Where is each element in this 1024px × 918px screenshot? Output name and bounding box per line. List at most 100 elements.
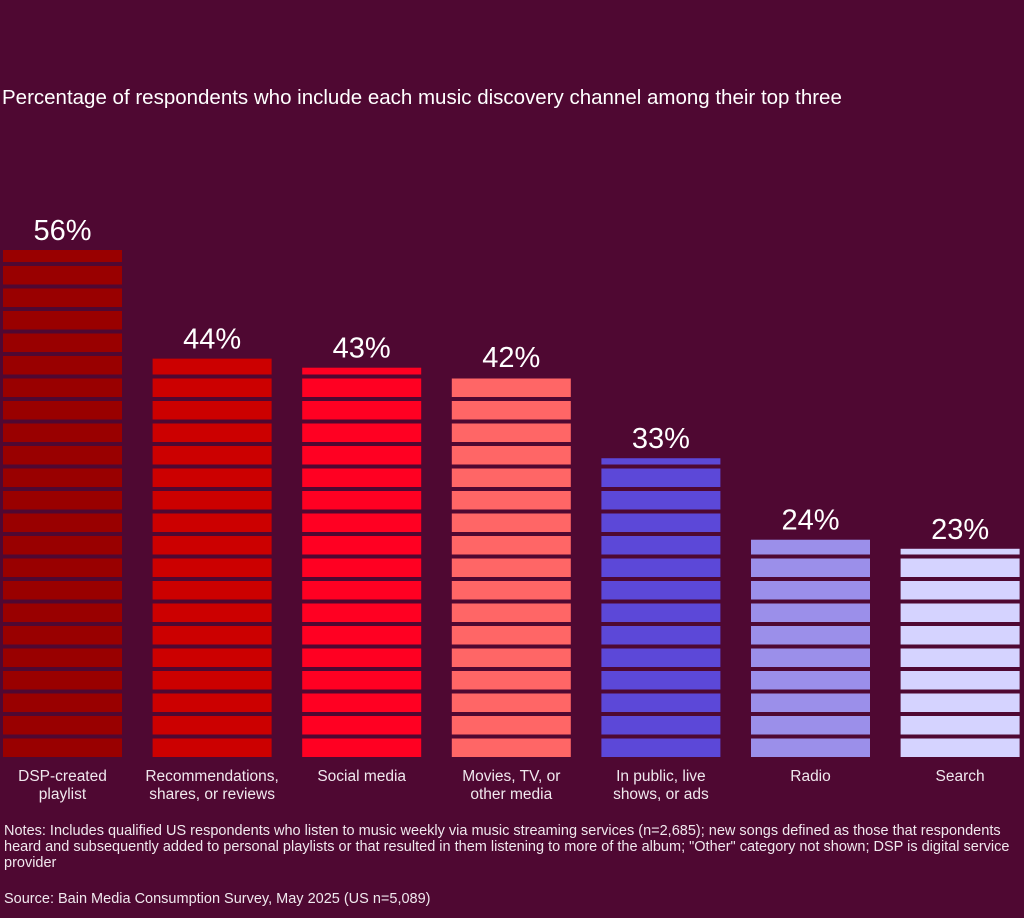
bar-segment (152, 716, 272, 735)
data-label: 44% (183, 324, 241, 356)
data-label: 23% (931, 514, 989, 546)
bar-segment (152, 358, 272, 375)
bar-segment (152, 401, 272, 420)
bar-segment (302, 738, 422, 757)
bar-segment (152, 536, 272, 555)
bar-segment (451, 491, 571, 510)
bar-segment (152, 693, 272, 712)
bar-segment (451, 468, 571, 487)
bar-segment (3, 603, 122, 622)
category-label: Social media (287, 768, 437, 786)
bar-segment (601, 581, 721, 600)
bar-segment (751, 738, 870, 757)
bar-segment (3, 378, 122, 397)
bar-segment (152, 626, 272, 645)
bar-segment (751, 671, 870, 690)
bar-segment (3, 648, 122, 667)
bar-segment (900, 558, 1020, 577)
bar-segment (302, 491, 422, 510)
bar-segment (900, 548, 1020, 555)
bar-segment (3, 738, 122, 757)
bar-segment (302, 536, 422, 555)
bar-segment (601, 716, 721, 735)
category-label-line: DSP-created (18, 768, 107, 785)
bar-segment (152, 423, 272, 442)
bar-segment (3, 581, 122, 600)
bar-segment (751, 603, 870, 622)
bar-segment (152, 671, 272, 690)
bar-0 (3, 250, 122, 757)
bar-segment (601, 558, 721, 577)
bar-segment (152, 648, 272, 667)
bar-segment (601, 536, 721, 555)
category-label-line: shows, or ads (613, 786, 709, 803)
category-label: In public, live shows, or ads (586, 768, 736, 804)
bar-segment (3, 671, 122, 690)
bar-segment (3, 311, 122, 330)
bar-segment (152, 513, 272, 532)
bar-segment (451, 693, 571, 712)
bar-segment (302, 423, 422, 442)
bar-segment (751, 716, 870, 735)
bar-segment (451, 513, 571, 532)
bar-segment (900, 626, 1020, 645)
chart-subtitle: Percentage of respondents who include ea… (2, 86, 842, 109)
category-label: DSP-created playlist (0, 768, 138, 804)
bar-segment (3, 266, 122, 285)
bar-segment (3, 693, 122, 712)
bar-segment (451, 581, 571, 600)
bar-segment (152, 491, 272, 510)
category-label-line: playlist (38, 786, 87, 803)
bar-segment (3, 250, 122, 262)
bar-segment (3, 716, 122, 735)
category-label-line: Radio (790, 768, 831, 785)
bar-segment (601, 626, 721, 645)
bar-segment (3, 513, 122, 532)
bar-segment (451, 738, 571, 757)
bar-segment (451, 378, 571, 397)
bar-segment (302, 513, 422, 532)
bar-segment (601, 738, 721, 757)
bar-segment (451, 446, 571, 465)
bar-segment (451, 401, 571, 420)
category-label: Search (885, 768, 1024, 786)
bar-segment (3, 446, 122, 465)
bar-2 (302, 367, 422, 757)
category-label-line: Social media (317, 768, 407, 785)
bar-segment (302, 648, 422, 667)
bar-segment (900, 671, 1020, 690)
bar-segment (3, 626, 122, 645)
bar-5 (751, 539, 870, 757)
bar-segment (900, 603, 1020, 622)
bar-segment (451, 603, 571, 622)
category-label-line: In public, live (616, 768, 706, 785)
bar-segment (152, 378, 272, 397)
bar-segment (601, 491, 721, 510)
bar-segment (3, 558, 122, 577)
bar-segment (152, 603, 272, 622)
bar-segment (3, 333, 122, 352)
bar-segment (3, 423, 122, 442)
bar-segment (302, 401, 422, 420)
bar-segment (451, 648, 571, 667)
bar-segment (302, 716, 422, 735)
bar-segment (601, 693, 721, 712)
bar-segment (451, 671, 571, 690)
bar-segment (302, 367, 422, 375)
bar-segment (3, 536, 122, 555)
bar-segment (152, 581, 272, 600)
bar-segment (900, 738, 1020, 757)
data-label: 43% (333, 333, 391, 365)
category-label-line: other media (470, 786, 553, 803)
category-label: Recommendations, shares, or reviews (137, 768, 287, 804)
bar-segment (451, 626, 571, 645)
data-label: 33% (632, 423, 690, 455)
bar-segment (601, 671, 721, 690)
data-label: 56% (33, 215, 91, 247)
bar-segment (302, 603, 422, 622)
bar-segment (152, 446, 272, 465)
bar-segment (3, 491, 122, 510)
data-label: 42% (482, 342, 540, 374)
bar-segment (601, 458, 721, 465)
category-label: Radio (736, 768, 886, 786)
